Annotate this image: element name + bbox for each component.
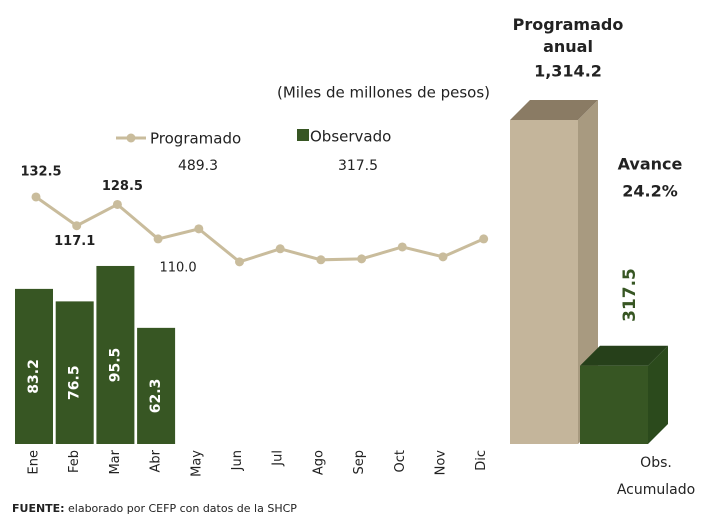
bar	[55, 301, 94, 444]
line-label: 132.5	[20, 164, 61, 179]
x-tick-label: Dic	[474, 450, 489, 471]
bar-side	[648, 345, 668, 444]
x-tick-label: Obs. Acumulado	[617, 455, 695, 498]
legend-swatch	[297, 129, 309, 141]
bar-3d	[580, 345, 668, 444]
x-tick-label: Jul	[271, 450, 286, 467]
value-label: 317.5	[620, 268, 640, 322]
bar-3d	[510, 100, 598, 444]
line-marker	[153, 234, 163, 244]
line-marker	[31, 192, 41, 202]
line-marker	[235, 257, 244, 267]
x-tick-label: Oct	[393, 450, 408, 472]
line-marker	[316, 255, 326, 265]
line-marker	[357, 254, 367, 264]
line-marker	[479, 234, 489, 244]
x-tick-label: Ago	[311, 450, 326, 475]
bar	[137, 327, 176, 444]
x-tick-label: Jun	[230, 450, 245, 471]
x-tick-label: Nov	[434, 450, 449, 476]
legend-label: Programado	[150, 130, 241, 148]
x-tick-label: Ene	[27, 450, 42, 474]
line-marker	[112, 199, 122, 209]
legend-marker	[126, 133, 136, 143]
avance-value: 24.2%	[622, 182, 678, 201]
units-label: (Miles de millones de pesos)	[277, 84, 490, 102]
bar-label: 76.5	[67, 365, 83, 400]
bar-label: 62.3	[148, 379, 164, 414]
line-marker	[438, 252, 448, 262]
line-label: 128.5	[102, 179, 143, 194]
bar-top	[580, 345, 668, 366]
legend-total: 317.5	[338, 158, 378, 174]
line-marker	[275, 244, 285, 254]
bar-front	[510, 120, 578, 444]
x-tick-label: Abr	[149, 449, 164, 472]
x-tick-label: Sep	[352, 450, 367, 475]
source-label: FUENTE:	[12, 502, 65, 515]
x-tick-label: Feb	[67, 450, 82, 473]
bar	[96, 265, 135, 444]
bar-label: 83.2	[26, 359, 42, 394]
avance-label: Avance	[618, 155, 683, 174]
value-label: 1,314.2	[534, 62, 602, 81]
legend-label: Observado	[310, 128, 391, 146]
line	[35, 195, 485, 264]
line-marker	[397, 242, 407, 252]
line-marker	[72, 221, 82, 231]
right-title: Programado anual	[513, 15, 624, 56]
bar	[15, 288, 53, 444]
x-tick-label: May	[189, 450, 204, 477]
bar-front	[580, 365, 648, 444]
line-label: 117.1	[54, 234, 95, 249]
source-text: elaborado por CEFP con datos de la SHCP	[68, 502, 297, 515]
line-marker	[194, 224, 204, 234]
legend-total: 489.3	[178, 158, 218, 174]
bar-label: 95.5	[107, 348, 123, 383]
line-label: 110.0	[159, 260, 196, 275]
bar-top	[510, 100, 598, 120]
x-tick-label: Mar	[108, 449, 123, 474]
